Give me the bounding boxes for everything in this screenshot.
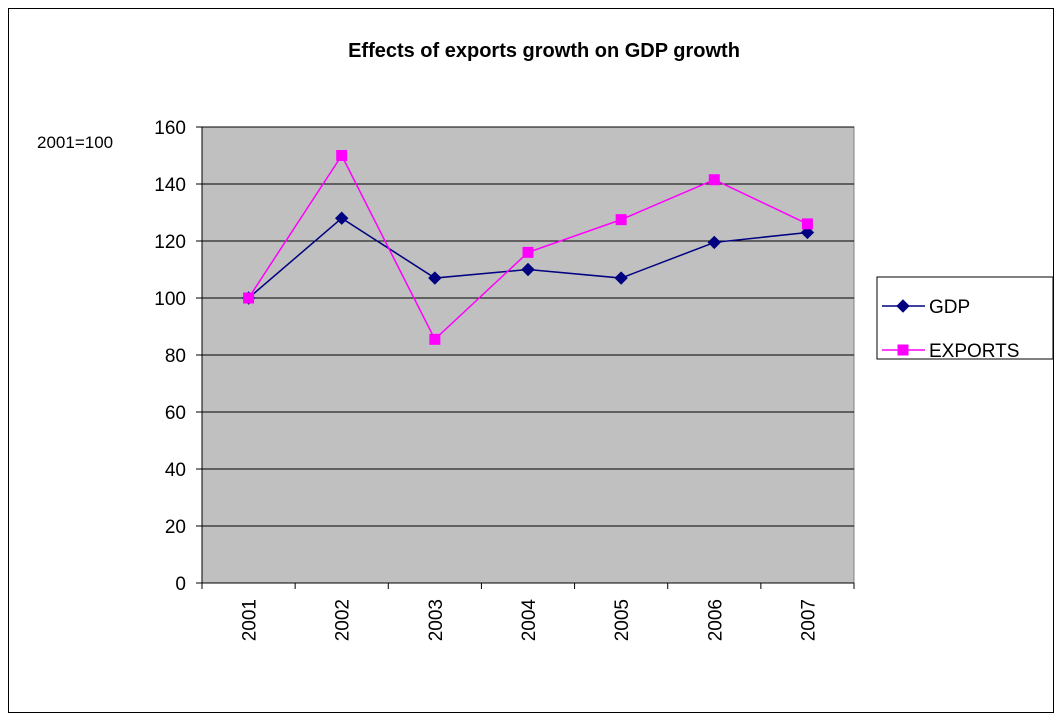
data-point-gdp xyxy=(800,225,815,240)
data-point-exports xyxy=(801,218,813,230)
y-tick-label: 140 xyxy=(154,175,186,196)
gridlines xyxy=(196,126,854,584)
data-point-exports xyxy=(522,246,534,258)
data-point-exports xyxy=(708,174,720,186)
y-tick-label: 20 xyxy=(165,517,186,538)
y-tick-label: 0 xyxy=(175,574,186,595)
legend: GDP EXPORTS xyxy=(876,276,1054,362)
series xyxy=(241,150,815,345)
x-tick-label: 2005 xyxy=(612,599,633,641)
y-tick-label: 60 xyxy=(165,403,186,424)
y-tick-label: 80 xyxy=(165,346,186,367)
series-exports xyxy=(243,150,813,345)
y-axis-tick-labels: 0 20 40 60 80 100 120 140 160 xyxy=(154,118,186,595)
legend-marker-gdp xyxy=(896,299,910,313)
legend-label-exports: EXPORTS xyxy=(929,341,1019,362)
x-tick-label: 2007 xyxy=(798,599,819,641)
data-point-exports xyxy=(336,150,348,161)
data-point-gdp xyxy=(614,271,628,285)
x-tick-label: 2001 xyxy=(240,599,261,641)
y-tick-label: 40 xyxy=(165,460,186,481)
data-point-exports xyxy=(615,214,627,226)
x-tick-label: 2004 xyxy=(519,599,540,642)
data-point-gdp xyxy=(428,271,442,285)
chart-title: Effects of exports growth on GDP growth xyxy=(348,40,740,62)
legend-item-gdp: GDP xyxy=(882,297,970,318)
x-tick-label: 2002 xyxy=(333,599,354,641)
data-point-gdp xyxy=(521,262,535,277)
x-tick-label: 2006 xyxy=(705,599,726,641)
axes xyxy=(201,127,855,589)
line-chart: Effects of exports growth on GDP growth … xyxy=(37,40,1054,642)
chart-area: Effects of exports growth on GDP growth … xyxy=(8,8,1054,713)
y-tick-label: 100 xyxy=(154,289,186,310)
legend-marker-exports xyxy=(897,344,909,356)
legend-label-gdp: GDP xyxy=(929,297,970,318)
y-tick-label: 160 xyxy=(154,118,186,139)
y-axis-unit-label: 2001=100 xyxy=(37,133,113,152)
legend-item-exports: EXPORTS xyxy=(882,341,1019,362)
y-tick-label: 120 xyxy=(154,232,186,253)
data-point-gdp xyxy=(335,211,349,225)
data-point-exports xyxy=(243,292,255,304)
x-axis-tick-labels: 2001 2002 2003 2004 2005 2006 2007 xyxy=(240,599,820,642)
data-point-gdp xyxy=(707,235,721,250)
data-point-exports xyxy=(429,333,441,345)
x-tick-label: 2003 xyxy=(426,599,447,641)
